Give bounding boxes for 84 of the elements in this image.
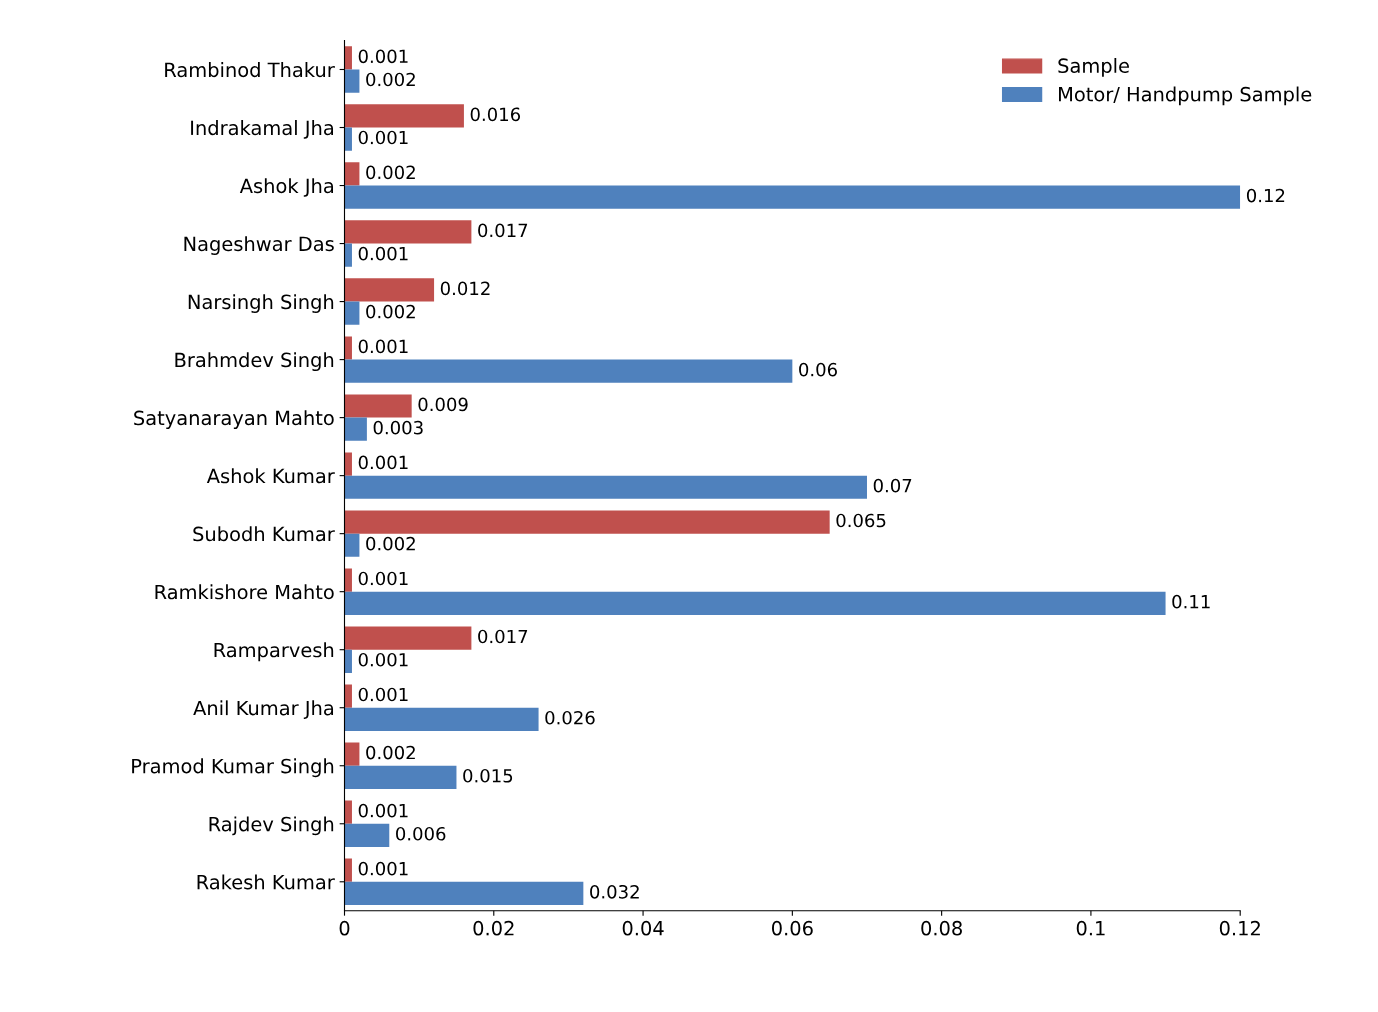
y-tick-label: Satyanarayan Mahto xyxy=(134,410,334,430)
bar xyxy=(344,475,867,499)
x-tick-label: 0.04 xyxy=(622,920,664,936)
bar xyxy=(344,417,367,441)
y-tick-label: Ramparvesh xyxy=(214,642,334,662)
bar xyxy=(344,394,412,418)
x-tick-label: 0.1 xyxy=(1076,920,1105,936)
data-label: 0.001 xyxy=(358,571,408,586)
bar xyxy=(344,800,352,824)
bar xyxy=(344,220,472,244)
data-label: 0.11 xyxy=(1172,594,1210,609)
bar xyxy=(344,127,352,151)
bar xyxy=(344,649,352,673)
y-tick-label: Rambinod Thakur xyxy=(165,62,335,78)
legend-label: Sample xyxy=(1058,57,1129,77)
y-tick-label: Ashok Jha xyxy=(239,178,334,197)
data-label: 0.065 xyxy=(836,513,886,528)
data-label: 0.017 xyxy=(478,629,528,644)
y-tick-label: Subodh Kumar xyxy=(193,526,335,542)
data-label: 0.001 xyxy=(358,803,408,818)
data-label: 0.006 xyxy=(396,826,446,841)
y-tick-label: Ashok Kumar xyxy=(206,468,335,484)
data-label: 0.001 xyxy=(358,652,408,667)
bar xyxy=(344,278,435,302)
data-label: 0.003 xyxy=(373,420,423,435)
data-label: 0.016 xyxy=(470,107,521,122)
data-label: 0.001 xyxy=(358,339,408,354)
bar xyxy=(344,707,539,731)
y-tick-label: Narsingh Singh xyxy=(188,294,334,314)
data-label: 0.002 xyxy=(366,165,415,180)
legend-label: Motor/ Handpump Sample xyxy=(1059,86,1312,106)
bar xyxy=(344,336,352,360)
y-tick-label: Indrakamal Jha xyxy=(191,120,334,139)
bar xyxy=(344,359,793,383)
bar xyxy=(344,510,830,534)
data-label: 0.001 xyxy=(358,687,408,702)
y-tick-label: Ramkishore Mahto xyxy=(155,584,334,600)
data-label: 0.001 xyxy=(358,861,408,876)
x-tick-label: 0.12 xyxy=(1219,920,1260,936)
y-tick-label: Rakesh Kumar xyxy=(197,874,335,890)
bar xyxy=(344,684,352,708)
bar xyxy=(344,823,390,847)
data-label: 0.015 xyxy=(463,768,513,783)
bar xyxy=(344,301,360,325)
y-tick-label: Brahmdev Singh xyxy=(175,352,334,372)
data-label: 0.06 xyxy=(799,362,837,377)
x-tick-label: 0.08 xyxy=(921,920,962,936)
y-tick-label: Rajdev Singh xyxy=(209,816,334,836)
data-label: 0.012 xyxy=(440,281,490,296)
bar xyxy=(344,452,352,476)
x-tick-label: 0 xyxy=(339,920,350,936)
y-tick-label: Pramod Kumar Singh xyxy=(132,758,334,778)
bar xyxy=(344,243,352,267)
data-label: 0.12 xyxy=(1246,188,1285,203)
data-label: 0.001 xyxy=(358,49,408,64)
bar xyxy=(344,69,360,93)
data-label: 0.07 xyxy=(873,478,912,493)
data-label: 0.026 xyxy=(545,710,595,725)
bar xyxy=(344,568,352,592)
data-label: 0.032 xyxy=(590,884,639,899)
bar xyxy=(344,185,1241,209)
data-label: 0.002 xyxy=(366,536,415,551)
bar xyxy=(344,765,457,789)
bar xyxy=(344,46,352,70)
bar xyxy=(344,533,360,557)
bar xyxy=(344,591,1166,615)
x-tick-label: 0.06 xyxy=(771,920,813,936)
data-label: 0.002 xyxy=(366,72,415,87)
data-label: 0.009 xyxy=(418,397,468,412)
y-tick-label: Nageshwar Das xyxy=(184,236,334,255)
data-label: 0.017 xyxy=(478,223,528,238)
data-label: 0.001 xyxy=(358,130,408,145)
data-label: 0.002 xyxy=(366,304,415,319)
y-tick-label: Anil Kumar Jha xyxy=(193,700,334,719)
bar xyxy=(344,742,360,766)
data-label: 0.001 xyxy=(358,246,408,261)
bar xyxy=(344,626,472,650)
bar xyxy=(344,858,352,882)
bar xyxy=(344,881,584,905)
bar xyxy=(344,104,464,128)
x-tick-label: 0.02 xyxy=(473,920,514,936)
bar xyxy=(344,162,360,186)
data-label: 0.001 xyxy=(358,455,408,470)
data-label: 0.002 xyxy=(366,745,415,760)
